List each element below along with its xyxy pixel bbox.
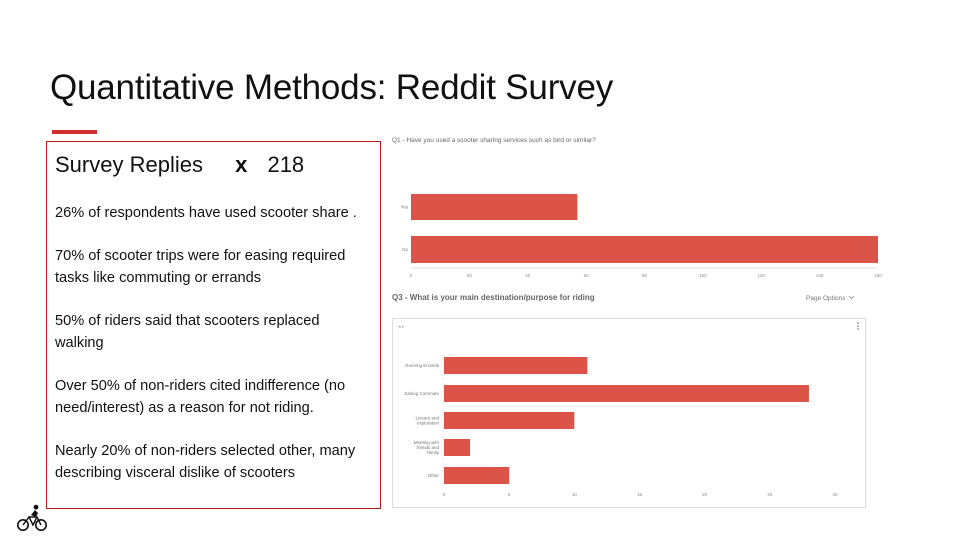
replies-count: 218 (267, 152, 305, 177)
title-accent-bar (52, 130, 97, 134)
survey-replies-line: Survey Replies x 218 (55, 152, 372, 178)
q1-tick-label: 160 (874, 273, 882, 278)
q1-tick-label: 60 (584, 273, 590, 278)
q1-tick-label: 40 (525, 273, 531, 278)
q3-category-label: Meeting with friends and family (414, 440, 440, 455)
q1-bar-chart: Q1 - Have you used a scooter sharing ser… (392, 137, 882, 278)
q3-tick-label: 20 (702, 492, 708, 497)
summary-point: Over 50% of non-riders cited indifferenc… (55, 378, 346, 416)
q3-bar-easing-commute (444, 385, 809, 402)
q3-tick-label: 30 (832, 492, 838, 497)
q3-tick-label: 10 (572, 492, 578, 497)
q3-category-label: Other (428, 473, 440, 478)
q3-category-label: Leisure and exploration (415, 416, 439, 426)
q3-category-label: Running Errands (405, 363, 440, 368)
replies-multiplier: x (235, 152, 248, 177)
summary-point: Nearly 20% of non-riders selected other,… (55, 443, 356, 481)
q1-tick-label: 120 (757, 273, 765, 278)
q3-bar-other (444, 467, 510, 484)
page-options-label[interactable]: Page Options (806, 295, 846, 302)
q1-tick-label: 0 (410, 273, 413, 278)
cyclist-icon (17, 504, 47, 531)
q3-tick-label: 15 (637, 492, 643, 497)
q1-tick-label: 140 (816, 273, 824, 278)
q1-category-label: No (402, 247, 408, 252)
chevron-down-icon[interactable] (848, 295, 855, 300)
q3-bar-meeting-with-friends-and-family (444, 439, 471, 456)
q3-bar-leisure-and-exploration (444, 412, 575, 429)
q3-chart-title: Q3 - What is your main destination/purpo… (392, 293, 595, 302)
vertical-dots-icon[interactable] (857, 322, 859, 330)
q1-tick-label: 20 (467, 273, 473, 278)
q3-bar-running-errands (444, 357, 588, 374)
q3-tick-label: 0 (443, 492, 446, 497)
q3-tick-label: 5 (508, 492, 511, 497)
q1-tick-label: 100 (699, 273, 707, 278)
q3-tick-label: 25 (767, 492, 773, 497)
q1-category-label: Yes (401, 205, 409, 210)
replies-label: Survey Replies (55, 152, 203, 177)
q1-bar-no (411, 236, 878, 263)
q1-chart-title: Q1 - Have you used a scooter sharing ser… (392, 137, 596, 144)
summary-point: 50% of riders said that scooters replace… (55, 313, 320, 351)
q3-category-label: Easing Commute (404, 391, 439, 396)
summary-point: 26% of respondents have used scooter sha… (55, 205, 357, 221)
q1-tick-label: 80 (642, 273, 648, 278)
summary-point: 70% of scooter trips were for easing req… (55, 248, 346, 286)
panel-toolbar-glyphs: ◂ ▸ (398, 324, 405, 330)
slide-title: Quantitative Methods: Reddit Survey (50, 68, 614, 107)
q3-bar-chart: Q3 - What is your main destination/purpo… (392, 293, 859, 497)
summary-box: Survey Replies x 218 26% of respondents … (46, 141, 381, 509)
q1-bar-yes (411, 194, 578, 220)
q3-chart-panel (392, 318, 866, 508)
